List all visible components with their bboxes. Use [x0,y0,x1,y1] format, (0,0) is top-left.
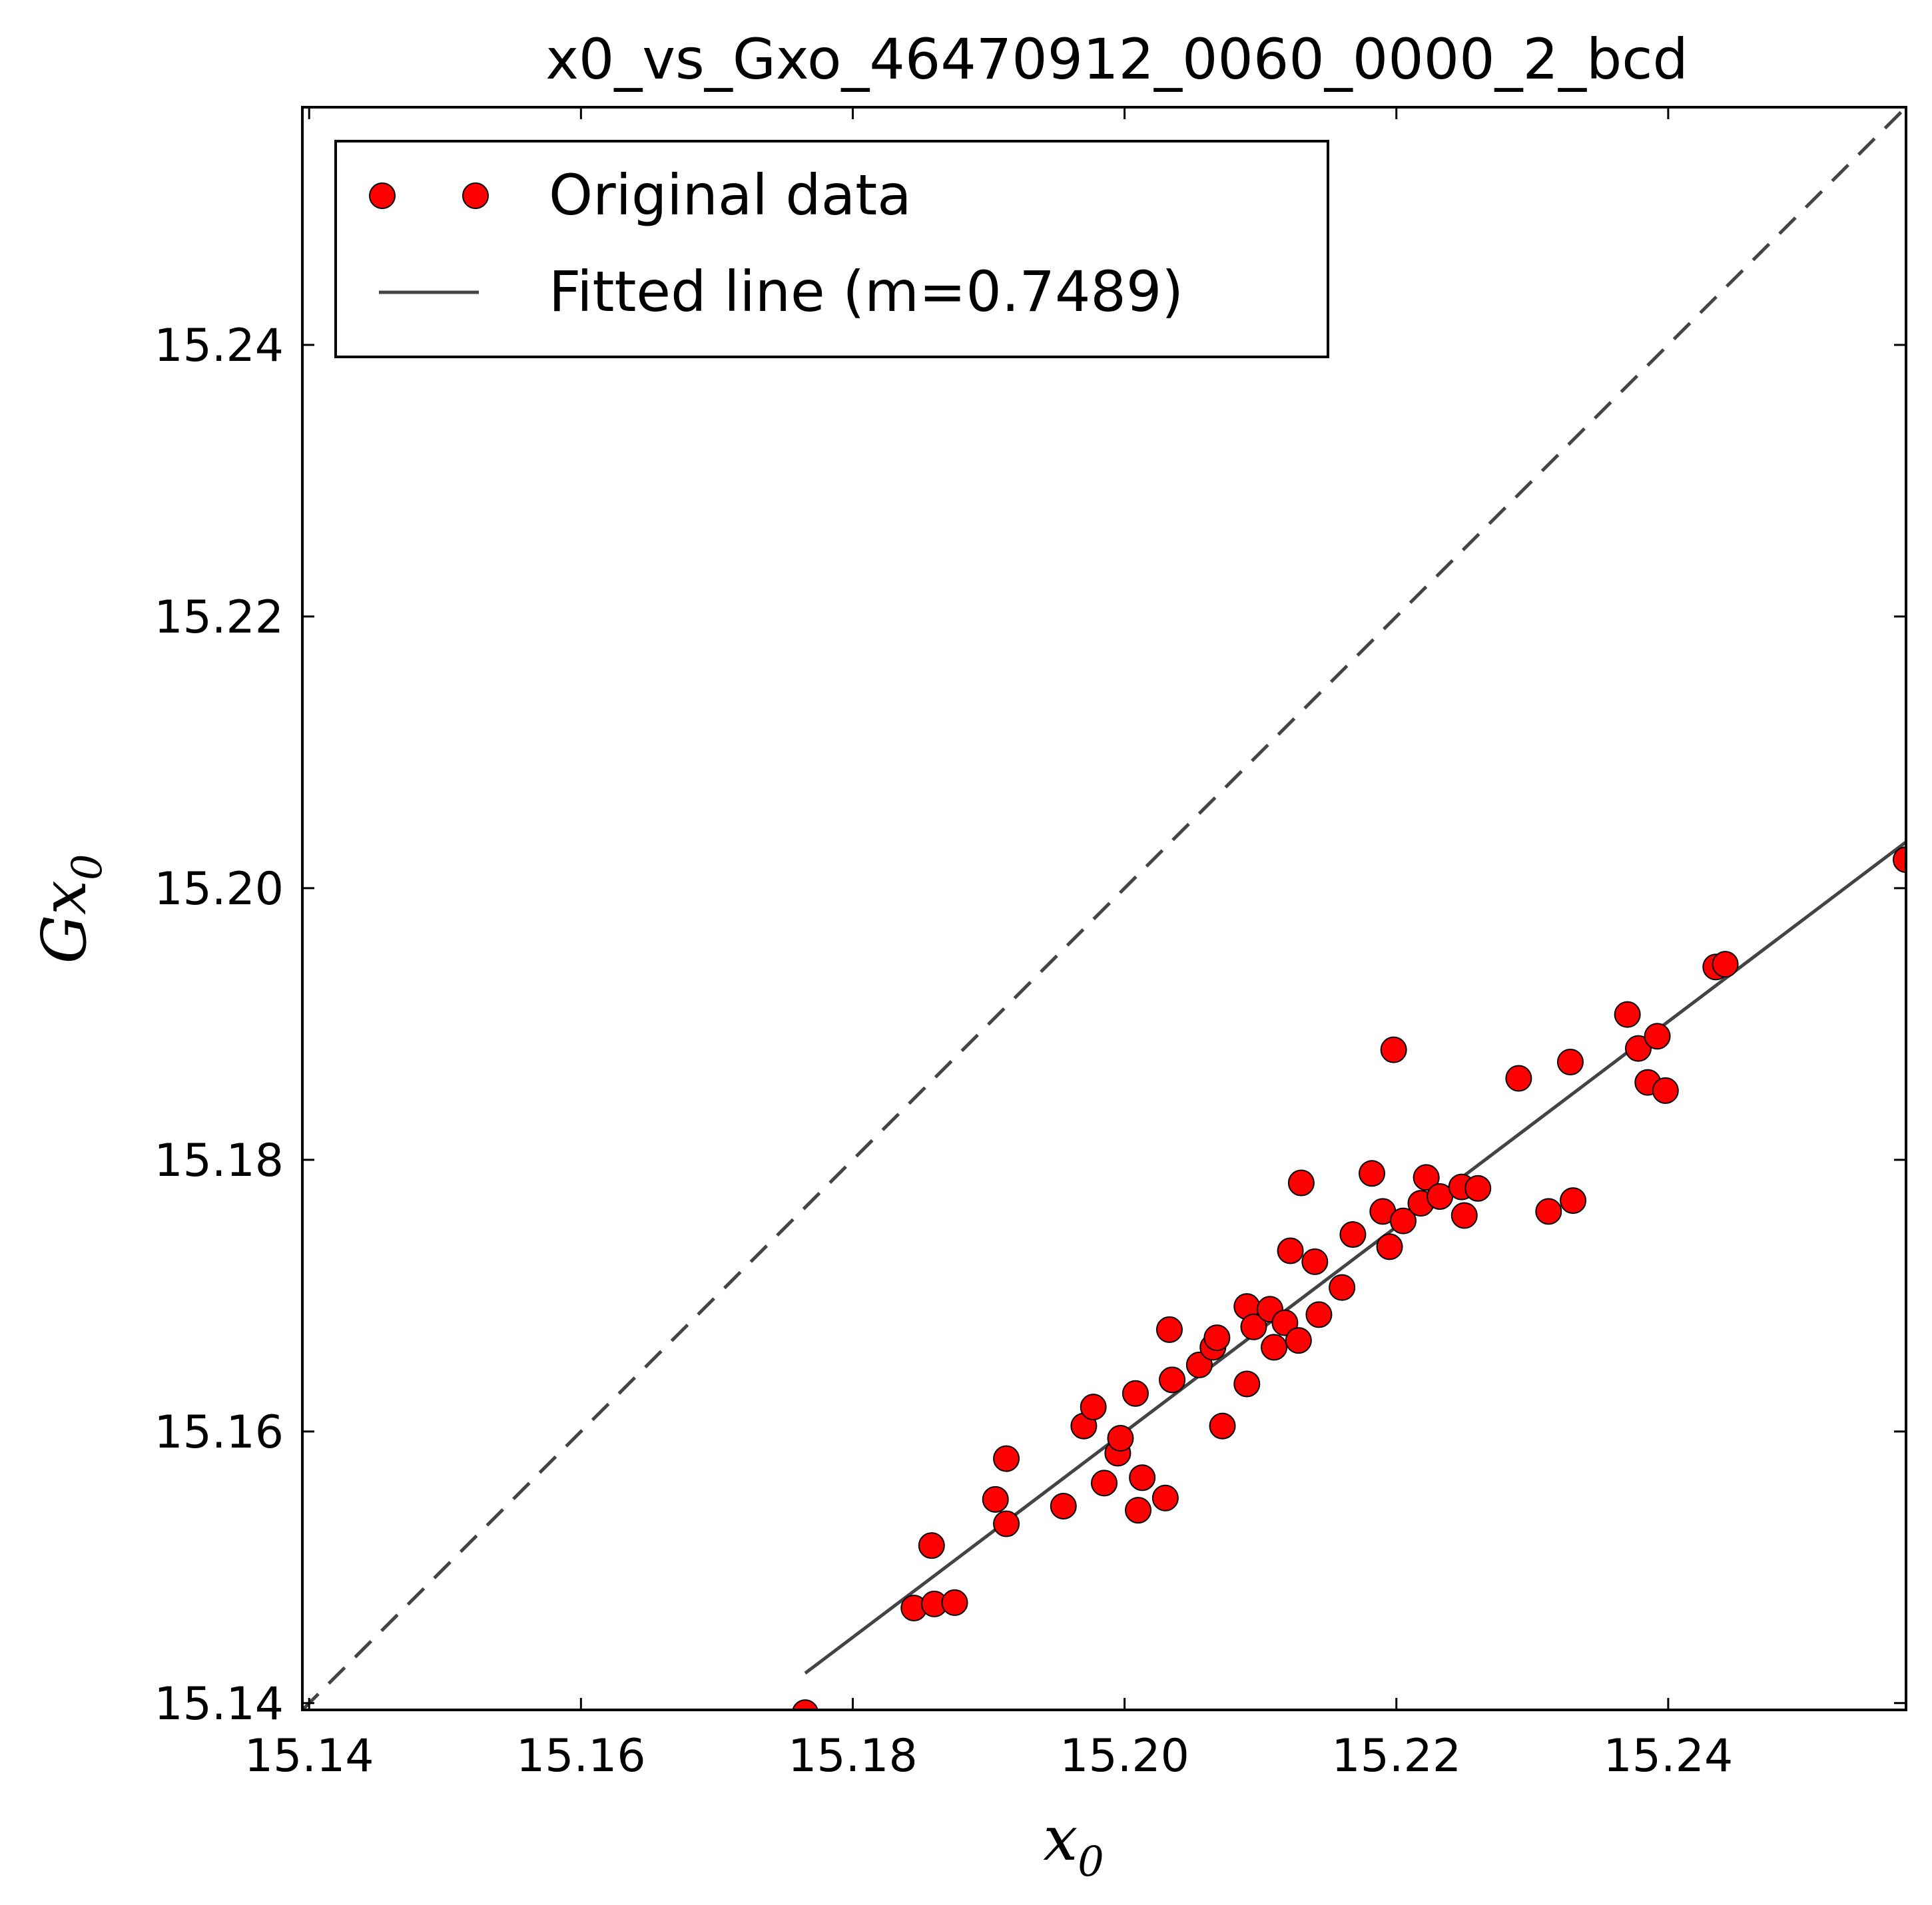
legend-marker-original-data [462,182,489,209]
data-point [1893,846,1906,874]
x-axis-label-main: x [1043,1803,1078,1874]
fitted-line [804,840,1906,1675]
data-point [941,1589,968,1616]
x-tick-label: 15.22 [1331,1730,1461,1782]
data-point [1261,1334,1288,1361]
data-point [1209,1412,1236,1440]
x-tick-label: 15.18 [788,1730,918,1782]
y-axis-label-main: Gx [29,880,100,963]
x-tick-label: 15.24 [1604,1730,1734,1782]
y-tick-label: 15.16 [154,1406,284,1459]
data-point [1233,1370,1261,1398]
data-point [1624,1035,1652,1062]
data-point [1712,951,1739,978]
chart-title: x0_vs_Gxo_46470912_0060_0000_2_bcd [545,27,1688,92]
svg-text:x0: x0 [1043,1803,1104,1886]
data-point [1271,1309,1299,1336]
data-point [1080,1394,1107,1421]
data-point [1464,1175,1492,1202]
plot-series [302,107,1906,1710]
data-point [1556,1049,1584,1076]
y-tick-label: 15.20 [154,863,284,916]
data-point [1376,1233,1403,1260]
y-axis-label: Gx0 [29,854,111,964]
data-point [792,1699,818,1710]
data-point [1560,1187,1587,1215]
data-point [993,1445,1020,1472]
data-point [1159,1366,1186,1394]
x-axis-label-sub: 0 [1078,1837,1104,1886]
data-point [1287,1169,1315,1197]
data-point [1305,1301,1333,1328]
data-point [918,1532,945,1559]
plot-area [302,107,1906,1710]
y-axis-label-sub: 0 [63,854,111,880]
data-point [1203,1324,1231,1352]
data-point [1413,1164,1440,1191]
legend: Original data Fitted line (m=0.7489) [334,140,1329,358]
x-tick-label: 15.16 [516,1730,646,1782]
data-point [1277,1237,1304,1264]
identity-dashed-line [302,107,1906,1710]
x-axis-label: x0 [1043,1803,1104,1886]
data-point [1240,1313,1267,1340]
data-point [1505,1065,1532,1092]
data-point [1107,1425,1134,1452]
legend-marker-original-data [369,182,396,209]
data-point [1050,1493,1077,1520]
data-point [1301,1248,1329,1275]
data-point [1450,1202,1478,1229]
data-point [1389,1207,1417,1234]
legend-label-fitted-line: Fitted line (m=0.7489) [549,259,1183,324]
y-tick-label: 15.18 [154,1135,284,1187]
data-point [1339,1221,1367,1248]
svg-text:Gx0: Gx0 [29,854,111,964]
data-point [1535,1198,1562,1225]
y-tick-label: 15.22 [154,591,284,644]
data-point [993,1510,1020,1537]
legend-label-original-data: Original data [549,162,912,228]
data-point [1129,1464,1156,1492]
data-point [982,1486,1009,1513]
data-point [1644,1023,1671,1050]
plot-frame [301,106,1907,1711]
y-tick-label: 15.14 [154,1678,284,1731]
data-point [1125,1497,1152,1524]
data-point [1155,1316,1183,1343]
data-point [1151,1484,1179,1511]
data-point [1359,1160,1386,1187]
x-tick-label: 15.20 [1060,1730,1189,1782]
data-point [1652,1077,1679,1104]
legend-box [334,140,1329,358]
data-point [1185,1351,1213,1378]
data-point [1614,1001,1641,1028]
data-point [1380,1036,1407,1063]
data-point [1285,1327,1312,1354]
data-point [1091,1470,1118,1497]
y-tick-label: 15.24 [154,320,284,372]
axis-ticks: 15.14 15.16 15.18 15.20 15.22 15.24 15.14 15.16… [154,107,1906,1782]
x-tick-label: 15.14 [244,1730,374,1782]
data-point [1329,1274,1356,1301]
data-point [1122,1380,1149,1407]
